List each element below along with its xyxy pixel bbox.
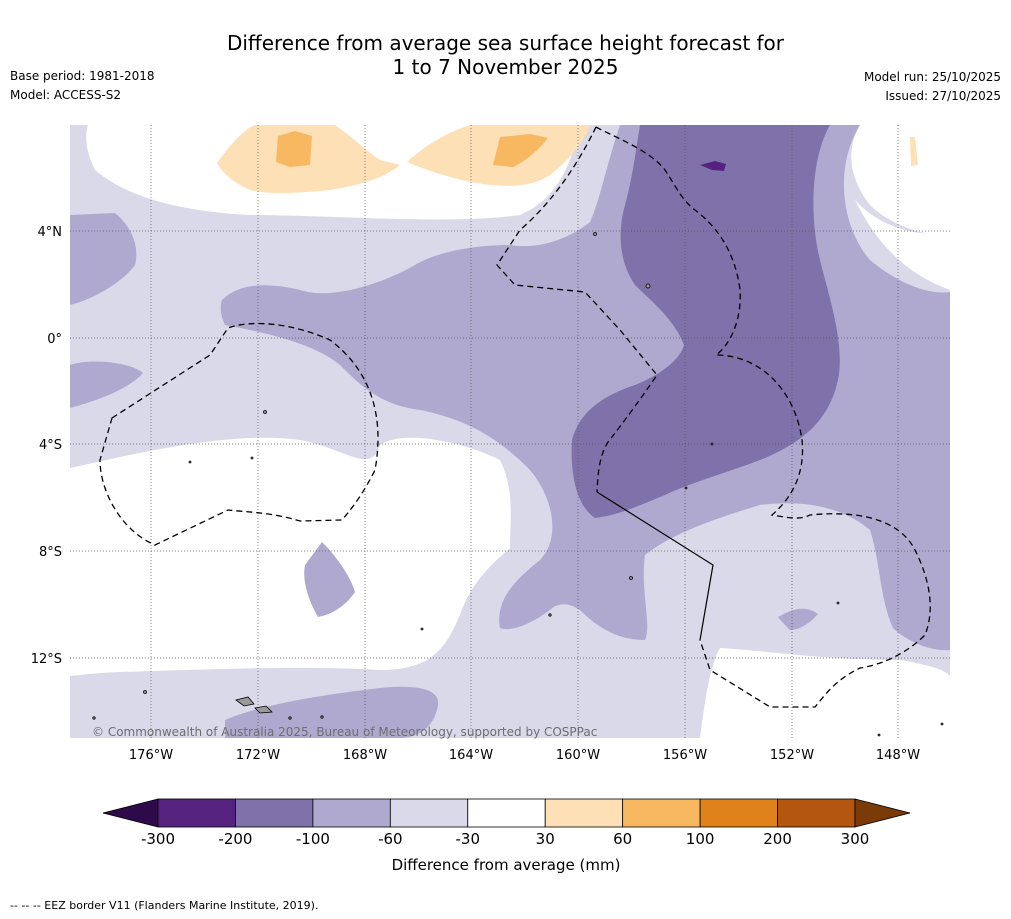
lat-tick-label: 12°S xyxy=(31,652,62,667)
eez-borders xyxy=(99,126,931,708)
colorbar-tick-label: 30 xyxy=(536,830,555,848)
white-south-east xyxy=(700,648,950,738)
very-strong-low-spot xyxy=(700,161,726,171)
lat-tick-label: 0° xyxy=(47,332,62,347)
colorbar-swatch xyxy=(699,798,778,828)
island-dot xyxy=(645,283,651,289)
island-dot xyxy=(263,410,267,414)
colorbar-tick-label: -200 xyxy=(218,830,252,848)
orange-light-east xyxy=(910,137,918,166)
lon-tick-label: 172°W xyxy=(236,748,280,763)
lon-tick-label: 164°W xyxy=(449,748,493,763)
colorbar-swatch xyxy=(235,798,314,828)
model-name: Model: ACCESS-S2 xyxy=(10,88,122,102)
lon-tick-label: 156°W xyxy=(663,748,707,763)
island-dot xyxy=(710,442,714,446)
island-upolu xyxy=(235,696,255,707)
island-dot xyxy=(143,690,147,694)
orange-central xyxy=(493,134,548,167)
colorbar-tick-label: -60 xyxy=(378,830,403,848)
lon-tick-label: 152°W xyxy=(770,748,814,763)
model-run: Model run: 25/10/2025 xyxy=(863,70,1001,84)
graticule xyxy=(70,125,950,738)
meta-left: Base period: 1981-2018 Model: ACCESS-S2 xyxy=(10,67,155,105)
eez-tokelau-samoa xyxy=(99,322,379,546)
eez-phoenix xyxy=(496,126,658,493)
colorbar-swatch xyxy=(467,798,546,828)
colorbar-tick-label: 100 xyxy=(686,830,715,848)
island-dot xyxy=(684,486,688,490)
eez-kiribati-line xyxy=(595,126,931,708)
colorbar-swatch xyxy=(157,798,236,828)
footer-note: -- -- -- EEZ border V11 (Flanders Marine… xyxy=(10,899,319,912)
eez-solid-segment xyxy=(596,491,714,641)
lon-tick-label: 168°W xyxy=(343,748,387,763)
colorbar-title: Difference from average (mm) xyxy=(392,856,621,874)
strong-low-main xyxy=(571,125,840,518)
island-dot xyxy=(250,456,254,460)
colorbar-tick-label: -300 xyxy=(141,830,175,848)
islands xyxy=(92,232,944,737)
strong-low-regions xyxy=(571,125,840,518)
lat-labels: 4°N 0° 4°S 8°S 12°S xyxy=(31,225,62,667)
white-far-northeast-cap xyxy=(855,200,950,290)
lat-tick-label: 4°S xyxy=(39,438,62,453)
island-dot xyxy=(836,601,840,605)
white-southwest xyxy=(70,437,511,676)
colorbar-swatch xyxy=(777,798,856,828)
lon-tick-label: 176°W xyxy=(129,748,173,763)
issued-date: Issued: 27/10/2025 xyxy=(885,89,1001,103)
anomaly-field xyxy=(70,125,950,738)
colorbar-swatch xyxy=(312,798,391,828)
colorbar-tick-label: 300 xyxy=(841,830,870,848)
high-anomaly-regions xyxy=(217,125,918,194)
orange-west xyxy=(276,131,312,167)
lav-southcenter-patch xyxy=(304,542,355,617)
colorbar-swatch xyxy=(544,798,624,828)
lon-tick-label: 148°W xyxy=(876,748,920,763)
island-dot xyxy=(877,733,881,737)
lav-south-patch xyxy=(225,686,439,738)
base-period: Base period: 1981-2018 xyxy=(10,69,155,83)
copyright-text: © Commonwealth of Australia 2025, Bureau… xyxy=(92,725,597,739)
island-dot xyxy=(188,460,192,464)
colorbar: -300 -200 -100 -60 -30 30 60 100 200 300 Differen… xyxy=(102,798,911,874)
island-dot xyxy=(629,576,633,580)
island-tutuila xyxy=(254,705,273,714)
colorbar-extend-low xyxy=(102,798,159,828)
lon-labels: 176°W 172°W 168°W 164°W 160°W 156°W 152°… xyxy=(129,748,920,763)
chart-title: Difference from average sea surface heig… xyxy=(0,31,1011,79)
island-dot xyxy=(593,232,597,236)
island-dot xyxy=(548,613,552,617)
colorbar-tick-label: 200 xyxy=(763,830,792,848)
meta-right: Model run: 25/10/2025 Issued: 27/10/2025 xyxy=(864,68,1001,106)
island-dot xyxy=(320,715,324,719)
title-line-1: Difference from average sea surface heig… xyxy=(226,31,785,55)
island-dot xyxy=(288,716,292,720)
island-dot xyxy=(940,722,944,726)
lav-west-patch xyxy=(70,213,137,305)
colorbar-tick-label: -100 xyxy=(296,830,330,848)
colorbar-extend-high xyxy=(854,798,911,828)
lon-tick-label: 160°W xyxy=(556,748,600,763)
island-dot xyxy=(92,716,96,720)
lat-tick-label: 4°N xyxy=(38,225,63,240)
lat-tick-label: 8°S xyxy=(39,545,62,560)
lav-west-small xyxy=(70,361,143,408)
title-line-2: 1 to 7 November 2025 xyxy=(392,55,619,79)
colorbar-tick-label: 60 xyxy=(613,830,632,848)
lav-se-small xyxy=(778,608,818,630)
colorbar-swatch xyxy=(389,798,469,828)
island-dot xyxy=(420,627,424,631)
colorbar-tick-label: -30 xyxy=(456,830,481,848)
colorbar-swatch xyxy=(622,798,701,828)
white-northeast xyxy=(851,125,950,235)
